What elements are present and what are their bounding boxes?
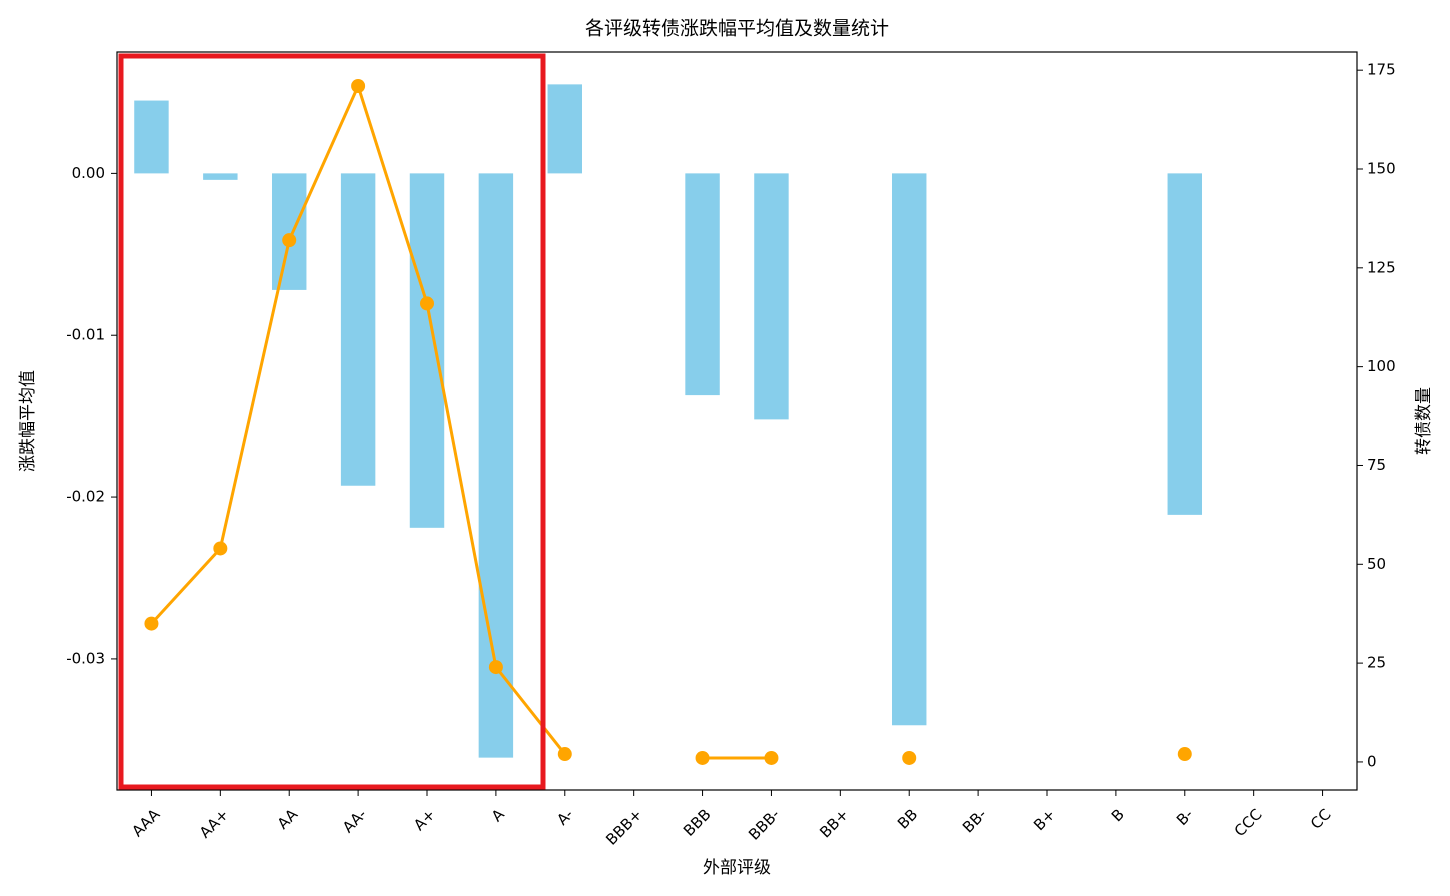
x-tick-label: BBB [680,805,715,840]
y2-tick-label: 175 [1367,61,1396,79]
bar [1167,173,1202,515]
bar [409,173,445,528]
axes-frame [116,51,1358,791]
line-marker [1177,747,1192,762]
x-tick-label: B- [1173,805,1197,829]
bar [134,100,169,174]
bar [892,173,927,726]
bar [340,173,376,486]
y-axis-label: 涨跌幅平均值 [18,370,38,472]
bar [203,173,238,180]
line-marker [144,616,159,631]
line-marker [695,750,710,765]
x-tick-label: B+ [1030,805,1059,834]
chart-title: 各评级转债涨跌幅平均值及数量统计 [585,18,889,40]
x-tick-label: A- [553,805,577,829]
x-tick-label: B [1108,805,1128,825]
x-tick-label: A+ [410,805,439,834]
x-tick-label: AA [274,805,302,833]
y2-axis-label: 转债数量 [1414,387,1434,455]
y2-tick-label: 75 [1367,456,1386,474]
x-tick-label: BB+ [816,805,852,841]
y2-tick-label: 100 [1367,357,1396,375]
line-marker [764,750,779,765]
bar [754,173,789,420]
y2-tick-label: 150 [1367,160,1396,178]
x-tick-label: BB- [959,805,990,836]
highlight-box [118,53,546,790]
y-tick-label: -0.03 [66,649,105,667]
y-tick-label: 0.00 [72,164,105,182]
bar [272,173,307,290]
plot-area [134,78,1202,765]
line-marker [351,78,366,93]
x-tick-label: A [488,805,509,826]
line-marker [213,541,228,556]
y-tick-label: -0.02 [66,488,105,506]
line-marker [282,233,297,248]
x-tick-label: AAA [128,805,164,841]
x-tick-label: CC [1307,805,1335,833]
line-marker [557,747,572,762]
y2-tick-label: 0 [1367,752,1377,770]
bar [547,84,582,174]
line-marker [488,660,503,675]
x-tick-label: BBB- [745,805,783,843]
x-tick-label: BBB+ [602,805,645,848]
y2-tick-label: 25 [1367,654,1386,672]
x-tick-label: AA+ [196,805,232,841]
y2-tick-label: 125 [1367,258,1396,276]
x-tick-label: BB [894,805,921,832]
y-tick-label: -0.01 [66,326,105,344]
line-marker [420,296,434,311]
x-axis-label: 外部评级 [703,858,771,878]
y2-tick-label: 50 [1367,555,1386,573]
x-tick-label: CCC [1231,805,1266,840]
x-tick-label: AA- [339,805,370,836]
bar [685,173,720,396]
line-marker [902,750,917,765]
